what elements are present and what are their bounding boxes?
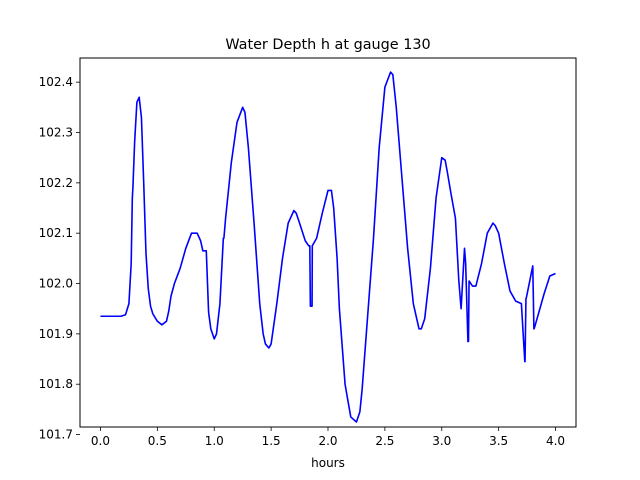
x-tick-label: 3.5	[489, 434, 508, 448]
chart-title: Water Depth h at gauge 130	[225, 37, 430, 53]
series-layer	[100, 71, 556, 423]
y-tick-label: 101.7	[39, 428, 73, 442]
y-tick-label: 102.0	[39, 277, 73, 291]
x-tick-label: 0.0	[91, 434, 110, 448]
x-tick-label: 1.5	[262, 434, 281, 448]
x-tick-label: 4.0	[546, 434, 565, 448]
y-tick-label: 102.4	[39, 75, 73, 89]
x-tick-label: 1.0	[205, 434, 224, 448]
y-tick-label: 102.3	[39, 126, 73, 140]
y-axis: 101.7 101.8 101.9 102.0 102.1 102.2 102.3 102.4	[39, 75, 80, 442]
x-axis: 0.0 0.5 1.0 1.5 2.0 2.5 3.0 3.5 4.0	[91, 427, 565, 448]
x-tick-label: 0.5	[148, 434, 167, 448]
series-line-0	[100, 71, 556, 423]
x-axis-label: hours	[311, 456, 345, 470]
y-tick-label: 102.1	[39, 226, 73, 240]
x-tick-label: 2.5	[375, 434, 394, 448]
y-tick-label: 101.8	[39, 377, 73, 391]
x-tick-label: 2.0	[318, 434, 337, 448]
y-tick-label: 102.2	[39, 176, 73, 190]
x-tick-label: 3.0	[432, 434, 451, 448]
y-tick-label: 101.9	[39, 327, 73, 341]
